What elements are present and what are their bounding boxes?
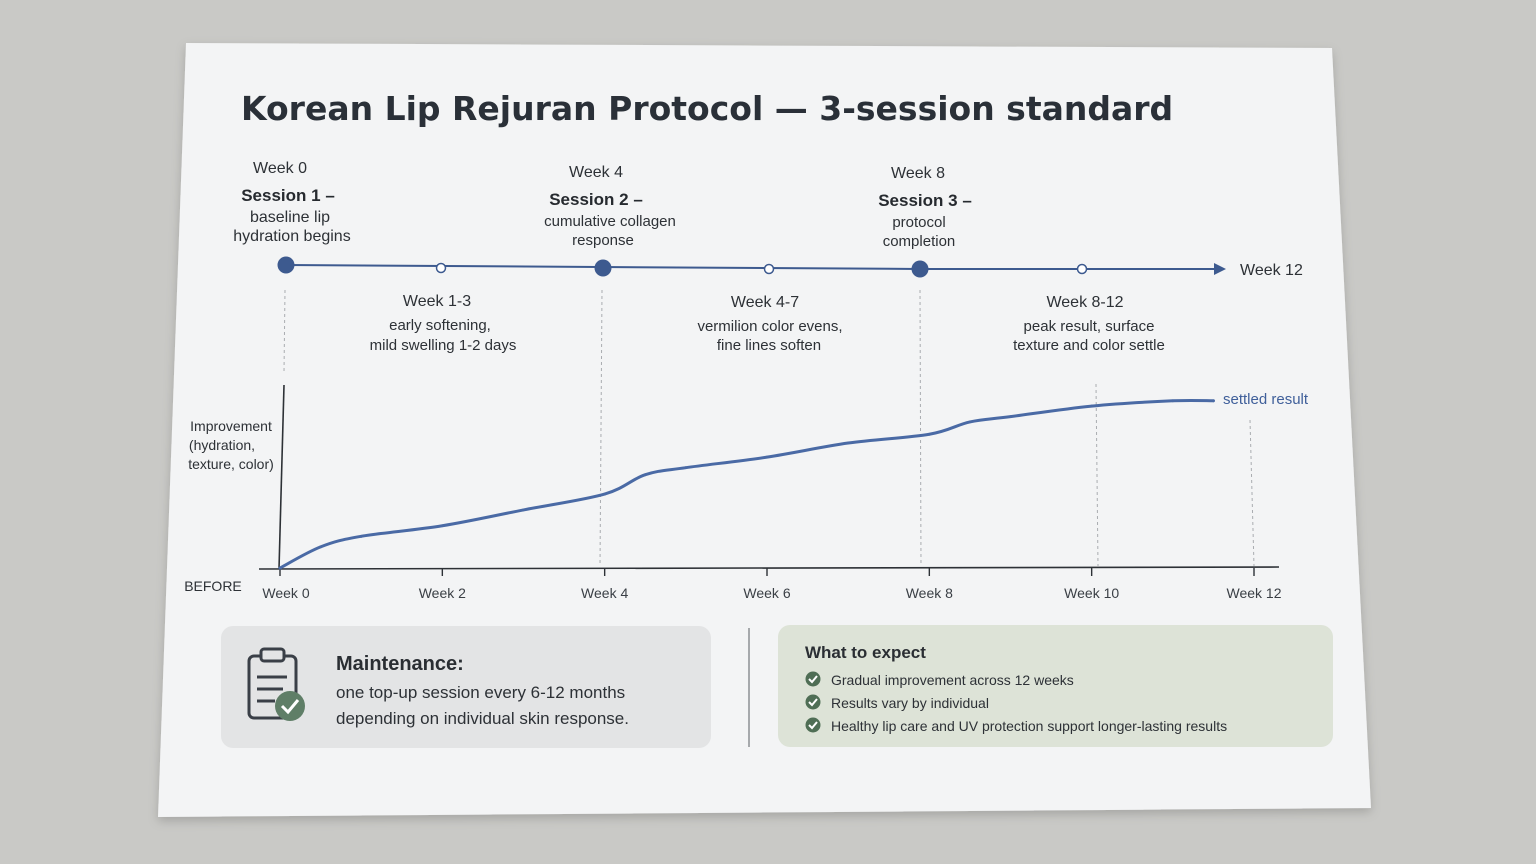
phase-desc: mild swelling 1-2 days — [370, 337, 517, 354]
session-week: Week 8 — [891, 165, 945, 182]
x-tick-label: Week 2 — [419, 585, 466, 601]
maintenance-panel — [221, 626, 711, 748]
maintenance-text: one top-up session every 6-12 months — [336, 683, 625, 702]
timeline-end-label: Week 12 — [1240, 262, 1303, 279]
x-ticks: Week 0 Week 2 Week 4 Week 6 Week 8 Week 10 Wee… — [262, 568, 1282, 601]
phase-range: Week 4-7 — [731, 294, 799, 311]
improvement-curve — [278, 398, 1215, 570]
session-marker — [594, 259, 612, 277]
clipboard-check-icon — [247, 647, 305, 721]
what-to-expect-box: What to expect Gradual improvement acros… — [778, 625, 1333, 747]
curve-point — [765, 455, 769, 459]
phase-desc: early softening, — [389, 317, 491, 334]
session-1-label: Week 0 Session 1 – baseline lip hydratio… — [233, 160, 350, 245]
phase-desc: texture and color settle — [1013, 337, 1165, 354]
expect-item: Gradual improvement across 12 weeks — [805, 671, 1074, 688]
curve-point — [846, 441, 850, 445]
session-3-label: Week 8 Session 3 – protocol completion — [878, 165, 972, 250]
session-marker — [911, 260, 929, 278]
phase-marker — [763, 263, 775, 275]
timeline-arrow-icon — [1214, 263, 1226, 275]
curve-point — [643, 473, 647, 477]
curve-point — [278, 566, 282, 570]
maintenance-text: depending on individual skin response. — [336, 709, 629, 728]
guide-lines — [283, 289, 1255, 567]
curve-point — [1090, 404, 1094, 408]
x-tick-label: Week 6 — [743, 585, 790, 601]
maintenance-title: Maintenance: — [336, 653, 464, 675]
curve-point — [968, 420, 972, 424]
expect-item-text: Healthy lip care and UV protection suppo… — [831, 718, 1227, 734]
guide-line — [1249, 419, 1255, 567]
what-to-expect-panel — [778, 625, 1333, 747]
session-name: Session 1 – — [241, 186, 335, 205]
session-desc: cumulative collagen — [544, 213, 676, 230]
phase-marker — [435, 262, 447, 274]
curve-point — [1212, 399, 1215, 403]
what-to-expect-title: What to expect — [805, 643, 926, 662]
guide-line — [1095, 383, 1099, 567]
paper-sheet — [158, 43, 1371, 817]
settled-result-label: settled result — [1223, 391, 1309, 408]
expect-item: Healthy lip care and UV protection suppo… — [805, 717, 1227, 734]
maintenance-box: Maintenance: one top-up session every 6-… — [221, 626, 711, 748]
y-axis — [278, 384, 285, 570]
phase-3-label: Week 8-12 peak result, surface texture a… — [1013, 294, 1165, 354]
session-marker — [277, 256, 295, 274]
curve-point — [603, 492, 607, 496]
x-tick-label: Week 8 — [906, 585, 953, 601]
guide-line — [919, 289, 922, 567]
curve-point — [1009, 415, 1012, 419]
phase-range: Week 1-3 — [403, 293, 471, 310]
x-tick-label: Week 4 — [581, 585, 628, 601]
session-desc: hydration begins — [233, 228, 350, 245]
curve-point — [319, 545, 322, 549]
check-circle-icon — [805, 694, 821, 710]
phase-desc: fine lines soften — [717, 337, 821, 354]
curve-point — [522, 508, 525, 512]
x-tick-label: Week 10 — [1064, 585, 1119, 601]
y-axis-label: texture, color) — [188, 456, 274, 472]
session-name: Session 3 – — [878, 191, 972, 210]
curve-point — [927, 432, 931, 436]
expect-item-text: Results vary by individual — [831, 695, 989, 711]
session-desc: baseline lip — [250, 209, 330, 226]
guide-line — [283, 289, 286, 373]
expect-item: Results vary by individual — [805, 694, 989, 711]
phase-desc: peak result, surface — [1024, 318, 1155, 335]
x-axis — [258, 566, 1280, 570]
phase-desc: vermilion color evens, — [697, 318, 842, 335]
curve-points — [278, 399, 1215, 570]
session-desc: protocol — [892, 214, 945, 231]
x-tick-label: Week 12 — [1227, 585, 1282, 601]
curve-point — [1171, 399, 1175, 403]
expect-item-text: Gradual improvement across 12 weeks — [831, 672, 1074, 688]
y-origin-label: BEFORE — [184, 578, 242, 594]
phase-range: Week 8-12 — [1046, 294, 1123, 311]
phase-1-label: Week 1-3 early softening, mild swelling … — [370, 293, 517, 354]
session-name: Session 2 – — [549, 190, 643, 209]
session-week: Week 0 — [253, 160, 307, 177]
session-desc: response — [572, 232, 634, 249]
curve-point — [359, 534, 363, 538]
y-axis-label: Improvement — [190, 418, 272, 434]
timeline: Week 12 — [277, 256, 1303, 279]
session-desc: completion — [883, 233, 956, 250]
y-axis-label: (hydration, — [189, 437, 255, 453]
curve-point — [440, 524, 444, 528]
phase-2-label: Week 4-7 vermilion color evens, fine lin… — [697, 294, 842, 354]
session-week: Week 4 — [569, 164, 623, 181]
check-circle-icon — [805, 671, 821, 687]
phase-marker — [1076, 263, 1088, 275]
curve-point — [684, 466, 688, 470]
check-circle-icon — [805, 717, 821, 733]
improvement-chart: Improvement (hydration, texture, color) … — [184, 384, 1309, 601]
session-2-label: Week 4 Session 2 – cumulative collagen r… — [544, 164, 676, 249]
guide-line — [599, 289, 603, 567]
page-title: Korean Lip Rejuran Protocol — 3-session … — [241, 89, 1173, 128]
x-tick-label: Week 0 — [262, 585, 309, 601]
